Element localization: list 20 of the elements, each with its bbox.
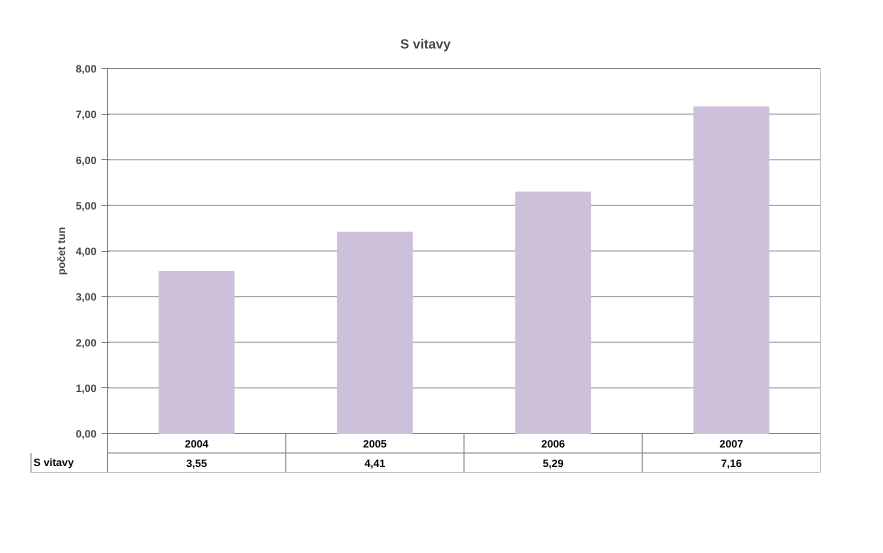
y-tick-label: 8,00 — [76, 64, 97, 76]
y-tick-label: 3,00 — [76, 292, 97, 304]
text: S vitavy — [34, 456, 74, 469]
y-tick-label: 0,00 — [76, 428, 97, 440]
x-tick-label: 2004 — [184, 438, 209, 450]
x-tick-label: 2007 — [720, 438, 744, 450]
y-tick-label: 1,00 — [76, 382, 97, 395]
y-tick-label: 6,00 — [76, 154, 97, 167]
y-tick-label: 7,00 — [76, 109, 97, 122]
y-axis-title: počet tun — [56, 227, 68, 275]
data-label: 5,29 — [542, 458, 564, 470]
data-label: 4,41 — [364, 458, 386, 470]
x-tick-label: 2005 — [363, 438, 387, 450]
chart-title: S vitavy — [400, 36, 452, 52]
data-label: 3,55 — [186, 458, 208, 470]
y-tick-label: 5,00 — [76, 200, 97, 212]
y-tick-label: 2,00 — [76, 337, 97, 350]
x-tick-label: 2006 — [541, 438, 566, 450]
data-label: 7,16 — [721, 458, 742, 470]
y-tick-label: 4,00 — [76, 246, 97, 258]
